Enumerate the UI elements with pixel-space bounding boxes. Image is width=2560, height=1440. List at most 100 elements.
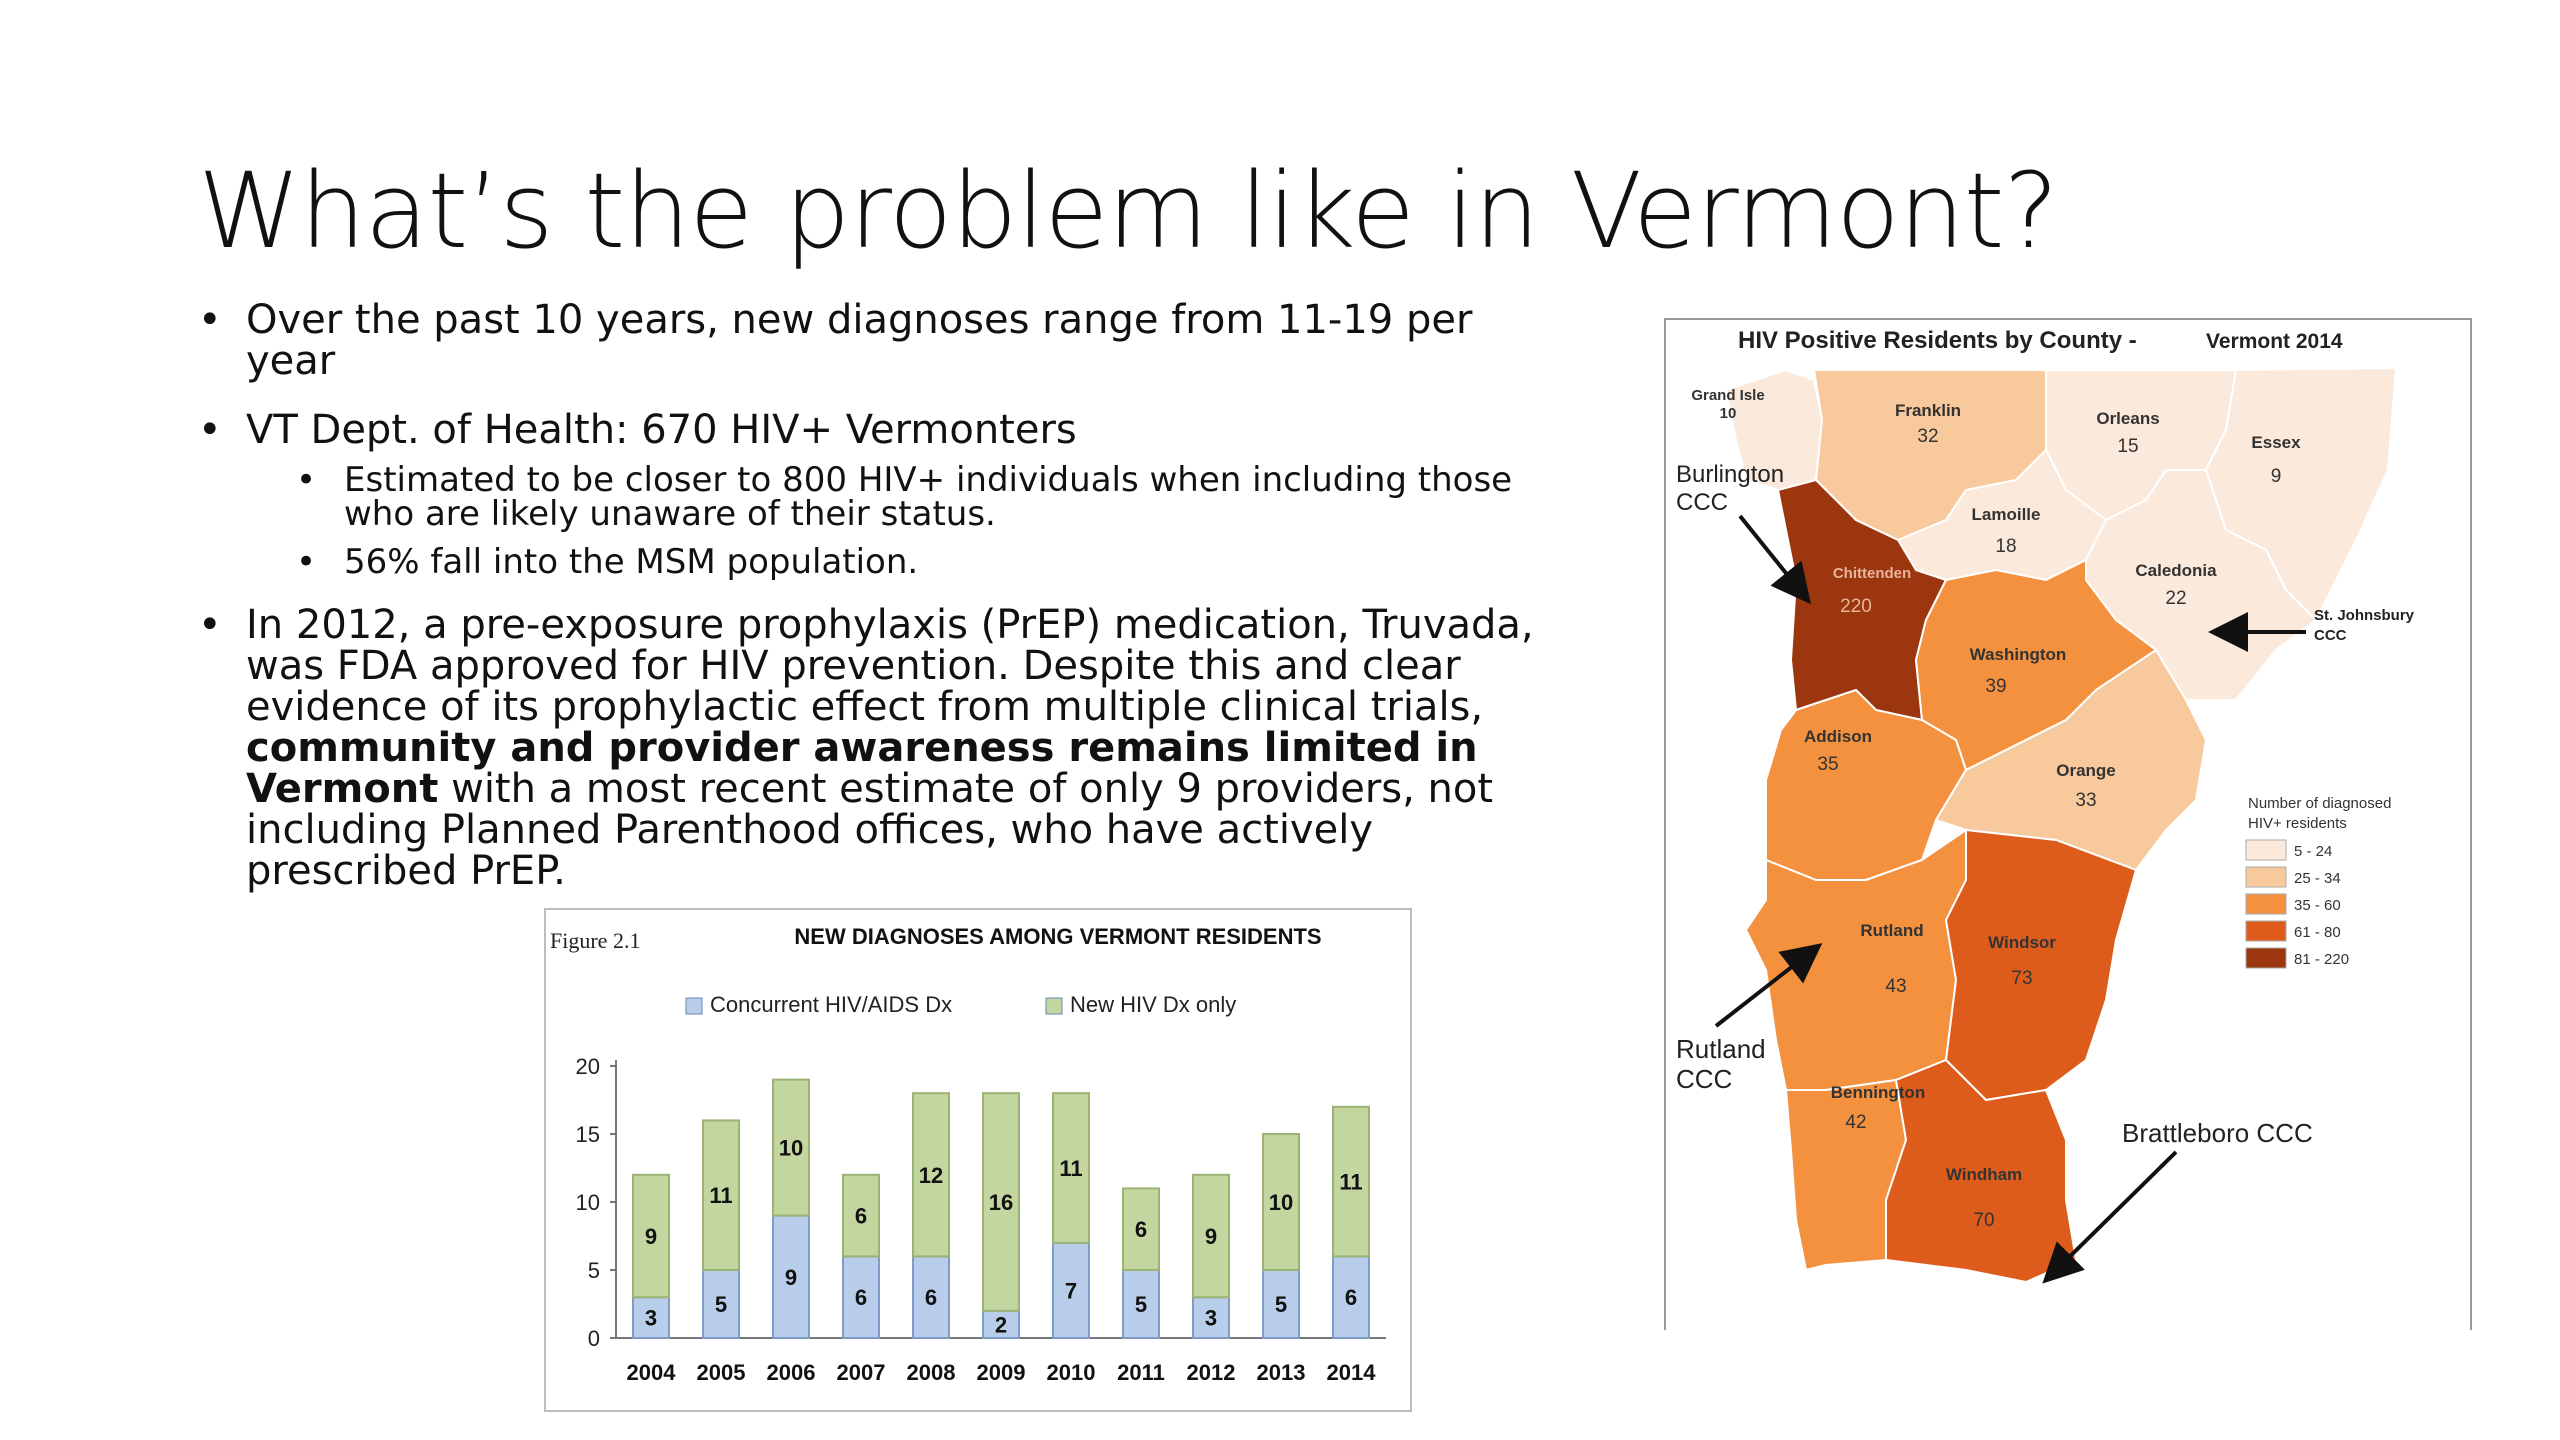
bullet-text: Over the past 10 years, new diagnoses ra… [246,297,1473,384]
county-labels: Grand Isle 10 Franklin 32 Orleans 15 Ess… [1691,387,2301,1231]
bullet-item: VT Dept. of Health: 670 HIV+ Vermonters [198,410,1538,452]
county-value: 70 [1973,1210,1994,1231]
callout-arrows [1714,514,2306,1284]
callout-brattleboro: Brattleboro CCC [2122,1118,2313,1148]
county-value: 220 [1840,596,1872,617]
legend-swatch [685,997,703,1015]
county-name: Windham [1946,1165,2022,1184]
county-value: 9 [2271,466,2282,487]
slide-title: What’s the problem like in Vermont? [198,150,2059,272]
y-tick-label: 5 [588,1258,600,1283]
bar-value-label: 9 [785,1265,797,1290]
county-value: 15 [2117,436,2138,457]
x-tick-label: 2014 [1327,1360,1377,1385]
x-tick-label: 2011 [1117,1360,1165,1385]
legend-range-label: 5 - 24 [2294,843,2332,860]
bar-value-label: 11 [709,1183,732,1208]
bar-new-only [1192,1173,1230,1299]
bar-new-only [702,1119,740,1271]
bar-new-only [1262,1133,1300,1271]
county-name: Lamoille [1972,505,2041,524]
bar-new-only [772,1078,810,1217]
callout-burlington: Burlington [1676,461,1784,488]
bullet-item: In 2012, a pre-exposure prophylaxis (PrE… [198,605,1538,892]
legend-range-label: 81 - 220 [2294,951,2349,968]
sub-bullet-text: Estimated to be closer to 800 HIV+ indiv… [344,460,1513,534]
map-title-year: Vermont 2014 [2206,330,2343,353]
county-addison [1765,688,1968,881]
legend-label: Concurrent HIV/AIDS Dx [710,992,952,1017]
bar-new-only [982,1092,1020,1312]
county-value: 73 [2011,968,2032,989]
county-value: 39 [1985,676,2006,697]
callout-rutland: Rutland [1676,1034,1766,1064]
county-value: 42 [1845,1112,1866,1133]
legend-range-label: 61 - 80 [2294,924,2341,941]
map-legend-subtitle: HIV+ residents [2248,815,2347,832]
bar-value-label: 7 [1065,1278,1077,1303]
legend-swatch [2245,866,2287,888]
y-tick-label: 15 [576,1122,600,1147]
bar-value-label: 2 [995,1312,1007,1337]
county-name: Addison [1804,727,1872,746]
sub-bullet-text: 56% fall into the MSM population. [344,542,919,582]
bar-new-only [1122,1187,1160,1271]
bar-new-only [912,1092,950,1258]
bar-concurrent [982,1309,1020,1339]
bar-value-label: 3 [645,1306,657,1331]
county-value: 32 [1917,426,1938,447]
legend-label: New HIV Dx only [1070,992,1236,1017]
new-diagnoses-chart: Figure 2.1 NEW DIAGNOSES AMONG VERMONT R… [544,908,1412,1412]
bullet-text: with a most recent estimate of only 9 pr… [246,766,1494,894]
bar-value-label: 11 [1339,1170,1362,1195]
chart-bars: 3 9 2004 5 11 2005 9 10 2006 6 6 2007 6 12 2008 2 16 2009… [627,1078,1377,1385]
y-tick-label: 20 [576,1054,600,1079]
bar-value-label: 11 [1059,1156,1082,1181]
bullet-item: Over the past 10 years, new diagnoses ra… [198,300,1538,382]
map-legend: Number of diagnosed HIV+ residents 5 - 2… [2245,795,2391,969]
y-tick-label: 0 [588,1326,600,1351]
x-tick-label: 2005 [697,1360,746,1385]
county-value: 35 [1817,754,1838,775]
bar-value-label: 3 [1205,1306,1217,1331]
bullet-list: Over the past 10 years, new diagnoses ra… [198,300,1538,920]
x-tick-label: 2007 [837,1360,886,1385]
county-name: Chittenden [1833,565,1911,582]
x-tick-label: 2008 [907,1360,956,1385]
x-tick-label: 2009 [977,1360,1026,1385]
bar-value-label: 12 [919,1163,943,1188]
bar-value-label: 10 [1269,1190,1293,1215]
arrow-burlington [1738,514,1812,605]
county-name: Franklin [1895,401,1961,420]
county-name: Caledonia [2135,561,2217,580]
arrow-rutland [1714,943,1823,1028]
bar-concurrent [632,1296,670,1340]
county-value: 22 [2165,588,2186,609]
map-legend-items: 5 - 24 25 - 34 35 - 60 61 - 80 81 - 220 [2245,839,2349,969]
legend-swatch [2245,893,2287,915]
x-tick-label: 2006 [767,1360,816,1385]
chart-legend: Concurrent HIV/AIDS Dx New HIV Dx only [685,992,1236,1017]
sub-bullet-item: 56% fall into the MSM population. [296,542,1538,582]
x-tick-label: 2010 [1047,1360,1096,1385]
bar-value-label: 6 [1135,1217,1147,1242]
x-tick-label: 2013 [1257,1360,1306,1385]
bullet-text: In 2012, a pre-exposure prophylaxis (PrE… [246,602,1534,730]
county-name: Bennington [1831,1083,1925,1102]
bar-value-label: 9 [645,1224,657,1249]
county-name: Washington [1970,645,2067,664]
callout-rutland-ccc: CCC [1676,1064,1732,1094]
legend-swatch [2245,947,2287,969]
bar-value-label: 16 [989,1190,1013,1215]
county-name: Rutland [1860,921,1923,940]
county-shapes [1724,366,2398,1284]
x-tick-label: 2012 [1187,1360,1236,1385]
county-value: 10 [1720,405,1737,422]
bar-value-label: 6 [925,1285,937,1310]
legend-range-label: 35 - 60 [2294,897,2341,914]
bar-value-label: 6 [855,1204,867,1229]
callout-labels: Burlington CCC St. Johnsbury CCC Rutland… [1676,461,2415,1148]
legend-swatch [2245,839,2287,861]
county-value: 33 [2075,790,2096,811]
county-name: Orleans [2096,409,2159,428]
